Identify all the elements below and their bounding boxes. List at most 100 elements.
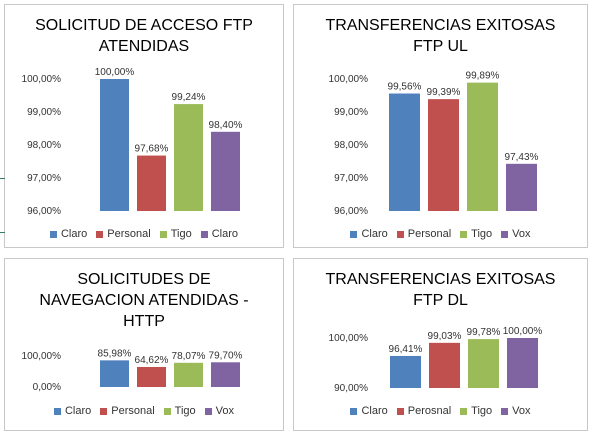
y-tick-label: 100,00% <box>22 74 62 85</box>
legend-item: Claro <box>350 227 388 241</box>
legend-label: Claro <box>211 228 238 240</box>
bar-claro <box>100 360 129 387</box>
data-label: 99,89% <box>466 71 500 82</box>
legend-swatch <box>350 230 358 238</box>
legend-swatch <box>100 407 108 415</box>
bar-perosnal <box>429 342 460 388</box>
data-label: 98,40% <box>209 120 243 131</box>
legend-label: Claro <box>64 405 92 417</box>
legend-item: Vox <box>501 227 531 241</box>
y-tick-label: 100,00% <box>329 74 369 85</box>
bar-tigo <box>174 362 203 387</box>
legend-item: Tigo <box>460 404 492 418</box>
bar-vox <box>507 338 538 388</box>
chart-title: TRANSFERENCIAS EXITOSAS FTP DL <box>325 271 556 309</box>
legend-label: Personal <box>111 405 155 417</box>
legend-swatch <box>204 407 212 415</box>
bar-vox <box>211 362 240 387</box>
legend-item: Personal <box>100 404 155 418</box>
chart-panel-ftp-access: SOLICITUD DE ACCESO FTP ATENDIDAS 100,00… <box>4 4 284 248</box>
chart-legend: Claro Personal Tigo Vox <box>294 227 587 241</box>
bar-claro <box>389 93 420 211</box>
bar-claro <box>100 79 129 211</box>
legend-swatch <box>159 230 167 238</box>
legend-item: Perosnal <box>396 404 452 418</box>
bar-tigo <box>467 82 498 211</box>
y-tick-label: 99,00% <box>27 107 61 118</box>
chart-title: TRANSFERENCIAS EXITOSAS FTP UL <box>325 17 556 55</box>
chart-panel-http: SOLICITUDES DE NAVEGACION ATENDIDAS - HT… <box>4 258 284 431</box>
legend-item: Personal <box>96 227 151 241</box>
y-tick-label: 0,00% <box>33 382 61 393</box>
data-label: 96,41% <box>389 344 423 355</box>
data-label: 99,24% <box>172 92 206 103</box>
y-tick-label: 98,00% <box>334 140 368 151</box>
chart-title: SOLICITUD DE ACCESO FTP ATENDIDAS <box>35 17 253 55</box>
legend-item: Personal <box>396 227 452 241</box>
legend-label: Vox <box>215 405 235 417</box>
legend-swatch <box>396 407 404 415</box>
y-tick-label: 90,00% <box>334 383 368 394</box>
legend-item: Vox <box>204 404 235 418</box>
data-label: 97,68% <box>135 144 169 155</box>
bar-tigo <box>174 104 203 211</box>
legend-label: Tigo <box>471 405 493 417</box>
legend-swatch <box>460 230 468 238</box>
legend-swatch <box>501 407 509 415</box>
bar-personal <box>428 99 459 211</box>
bar-claro <box>390 355 421 388</box>
y-tick-label: 99,00% <box>334 107 368 118</box>
edge-mark <box>0 232 5 233</box>
legend-label: Perosnal <box>407 405 452 417</box>
chart-panel-ftp-ul: TRANSFERENCIAS EXITOSAS FTP UL 100,00% 99… <box>293 4 588 248</box>
legend-swatch <box>49 230 57 238</box>
chart-panel-ftp-dl: TRANSFERENCIAS EXITOSAS FTP DL 100,00% 90… <box>293 258 588 431</box>
y-tick-label: 100,00% <box>22 351 62 362</box>
legend-label: Claro <box>361 405 388 417</box>
legend-label: Claro <box>60 228 88 240</box>
legend-label: Personal <box>407 228 452 240</box>
legend-item: Claro <box>350 404 388 418</box>
chart-plot: 100,00% 99,00% 98,00% 97,00% 96,00% 100,00% 97… <box>22 67 243 217</box>
legend-label: Vox <box>512 228 531 240</box>
legend-swatch <box>163 407 171 415</box>
legend-swatch <box>396 230 404 238</box>
data-label: 64,62% <box>135 355 169 366</box>
legend-swatch <box>53 407 61 415</box>
data-label: 99,03% <box>428 331 462 342</box>
bar-personal <box>137 155 166 211</box>
y-tick-label: 100,00% <box>329 333 369 344</box>
legend-label: Claro <box>361 228 388 240</box>
data-label: 78,07% <box>172 351 206 362</box>
chart-plot: 100,00%90,00%96,41%99,03% 99,78% 100,00% <box>329 326 543 394</box>
bar-vox <box>506 163 537 211</box>
legend-item: Tigo <box>460 227 492 241</box>
data-label: 100,00% <box>503 326 543 337</box>
legend-item: Claro <box>53 404 92 418</box>
edge-mark <box>0 178 5 179</box>
bar-claro <box>211 131 240 211</box>
legend-swatch <box>96 230 104 238</box>
data-label: 99,78% <box>467 327 501 338</box>
legend-label: Tigo <box>471 228 493 240</box>
bar-tigo <box>468 339 499 388</box>
legend-swatch <box>460 407 468 415</box>
legend-label: Tigo <box>170 228 192 240</box>
legend-swatch <box>200 230 208 238</box>
y-tick-label: 98,00% <box>27 140 61 151</box>
data-label: 79,70% <box>209 350 243 361</box>
y-tick-label: 96,00% <box>334 206 368 217</box>
legend-swatch <box>350 407 358 415</box>
data-label: 100,00% <box>95 67 135 78</box>
legend-item: Claro <box>200 227 238 241</box>
data-label: 85,98% <box>98 348 132 359</box>
chart-title: SOLICITUDES DE NAVEGACION ATENDIDAS - HT… <box>39 271 249 330</box>
legend-item: Tigo <box>163 404 196 418</box>
legend-label: Vox <box>512 405 531 417</box>
legend-label: Tigo <box>174 405 196 417</box>
legend-item: Tigo <box>159 227 192 241</box>
chart-legend: Claro Perosnal Tigo Vox <box>294 404 587 418</box>
y-tick-label: 97,00% <box>334 173 368 184</box>
chart-plot: 100,00% 0,00% 85,98%64,62% 78,07% 79,70% <box>22 348 243 393</box>
legend-item: Vox <box>501 404 531 418</box>
